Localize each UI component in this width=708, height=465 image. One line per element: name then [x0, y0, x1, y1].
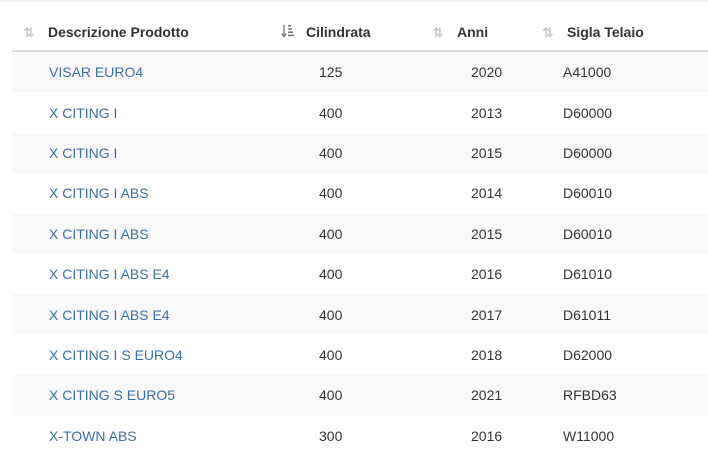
product-link[interactable]: X CITING I ABS	[49, 185, 149, 202]
anni-cell: 2016	[471, 427, 503, 444]
sigla-telaio-cell: D60000	[563, 104, 613, 121]
sigla-telaio-cell: D61010	[563, 266, 613, 283]
anni-cell: 2017	[471, 306, 503, 323]
product-link[interactable]: VISAR EURO4	[49, 64, 144, 81]
product-link[interactable]: X CITING I	[49, 104, 118, 121]
product-link[interactable]: X CITING I	[49, 144, 118, 161]
product-link[interactable]: X CITING I ABS E4	[49, 306, 170, 323]
column-header-label: Anni	[457, 24, 489, 40]
anni-cell: 2015	[471, 144, 503, 161]
anni-cell: 2020	[471, 64, 503, 81]
anni-cell: 2021	[471, 387, 503, 404]
product-link[interactable]: X-TOWN ABS	[49, 427, 137, 444]
column-header-descrizione[interactable]: ⇅ Descrizione Prodotto	[12, 24, 266, 40]
anni-cell: 2014	[471, 185, 503, 202]
column-header-anni[interactable]: ⇅ Anni	[417, 24, 515, 40]
cilindrata-cell: 400	[319, 225, 343, 242]
table-row: X CITING I ABS E4 400 2016 D61010	[12, 253, 708, 295]
cilindrata-cell: 125	[319, 64, 343, 81]
cilindrata-cell: 400	[319, 306, 343, 323]
cilindrata-cell: 300	[319, 427, 343, 444]
sigla-telaio-cell: RFBD63	[563, 387, 617, 404]
column-header-label: Descrizione Prodotto	[48, 24, 189, 40]
sigla-telaio-cell: D61011	[563, 306, 612, 323]
table-row: X CITING S EURO5 400 2021 RFBD63	[12, 375, 708, 416]
column-header-label: Cilindrata	[306, 24, 371, 40]
cilindrata-cell: 400	[319, 266, 343, 283]
cilindrata-cell: 400	[319, 104, 343, 121]
sigla-telaio-cell: D60010	[563, 225, 613, 242]
table-header: ⇅ Descrizione Prodotto Cilindrata ⇅ Anni…	[12, 14, 708, 52]
sigla-telaio-cell: D62000	[563, 346, 613, 363]
table-body: VISAR EURO4 125 2020 A41000 X CITING I 4…	[12, 52, 708, 456]
anni-cell: 2016	[471, 266, 503, 283]
product-link[interactable]: X CITING S EURO5	[49, 387, 176, 404]
sigla-telaio-cell: D60010	[563, 185, 613, 202]
anni-cell: 2013	[471, 104, 503, 121]
table-row: X-TOWN ABS 300 2016 W11000	[12, 415, 708, 456]
cilindrata-cell: 400	[319, 387, 343, 404]
product-link[interactable]: X CITING I ABS	[49, 225, 149, 242]
sigla-telaio-cell: D60000	[563, 144, 613, 161]
top-divider	[0, 0, 708, 2]
table-row: VISAR EURO4 125 2020 A41000	[12, 52, 708, 93]
cilindrata-cell: 400	[319, 144, 343, 161]
anni-cell: 2018	[471, 346, 503, 363]
sort-both-icon[interactable]: ⇅	[23, 24, 35, 40]
product-link[interactable]: X CITING I S EURO4	[49, 346, 183, 363]
sigla-telaio-cell: A41000	[563, 64, 612, 81]
sigla-telaio-cell: W11000	[563, 427, 615, 444]
product-link[interactable]: X CITING I ABS E4	[49, 266, 170, 283]
table-row: X CITING I ABS 400 2015 D60010	[12, 213, 708, 254]
table-row: X CITING I S EURO4 400 2018 D62000	[12, 334, 708, 376]
sort-numeric-asc-icon[interactable]	[280, 24, 294, 40]
anni-cell: 2015	[471, 225, 503, 242]
table-row: X CITING I ABS 400 2014 D60010	[12, 173, 708, 214]
column-header-label: Sigla Telaio	[567, 24, 644, 40]
cilindrata-cell: 400	[319, 185, 343, 202]
table-row: X CITING I 400 2013 D60000	[12, 92, 708, 133]
sort-both-icon[interactable]: ⇅	[432, 24, 444, 40]
cilindrata-cell: 400	[319, 346, 343, 363]
column-header-cilindrata[interactable]: Cilindrata	[266, 24, 417, 40]
column-header-sigla-telaio[interactable]: ⇅ Sigla Telaio	[515, 24, 708, 40]
table-row: X CITING I ABS E4 400 2017 D61011	[12, 294, 708, 335]
sort-both-icon[interactable]: ⇅	[542, 24, 554, 40]
products-table: ⇅ Descrizione Prodotto Cilindrata ⇅ Anni…	[12, 14, 708, 456]
table-row: X CITING I 400 2015 D60000	[12, 132, 708, 174]
